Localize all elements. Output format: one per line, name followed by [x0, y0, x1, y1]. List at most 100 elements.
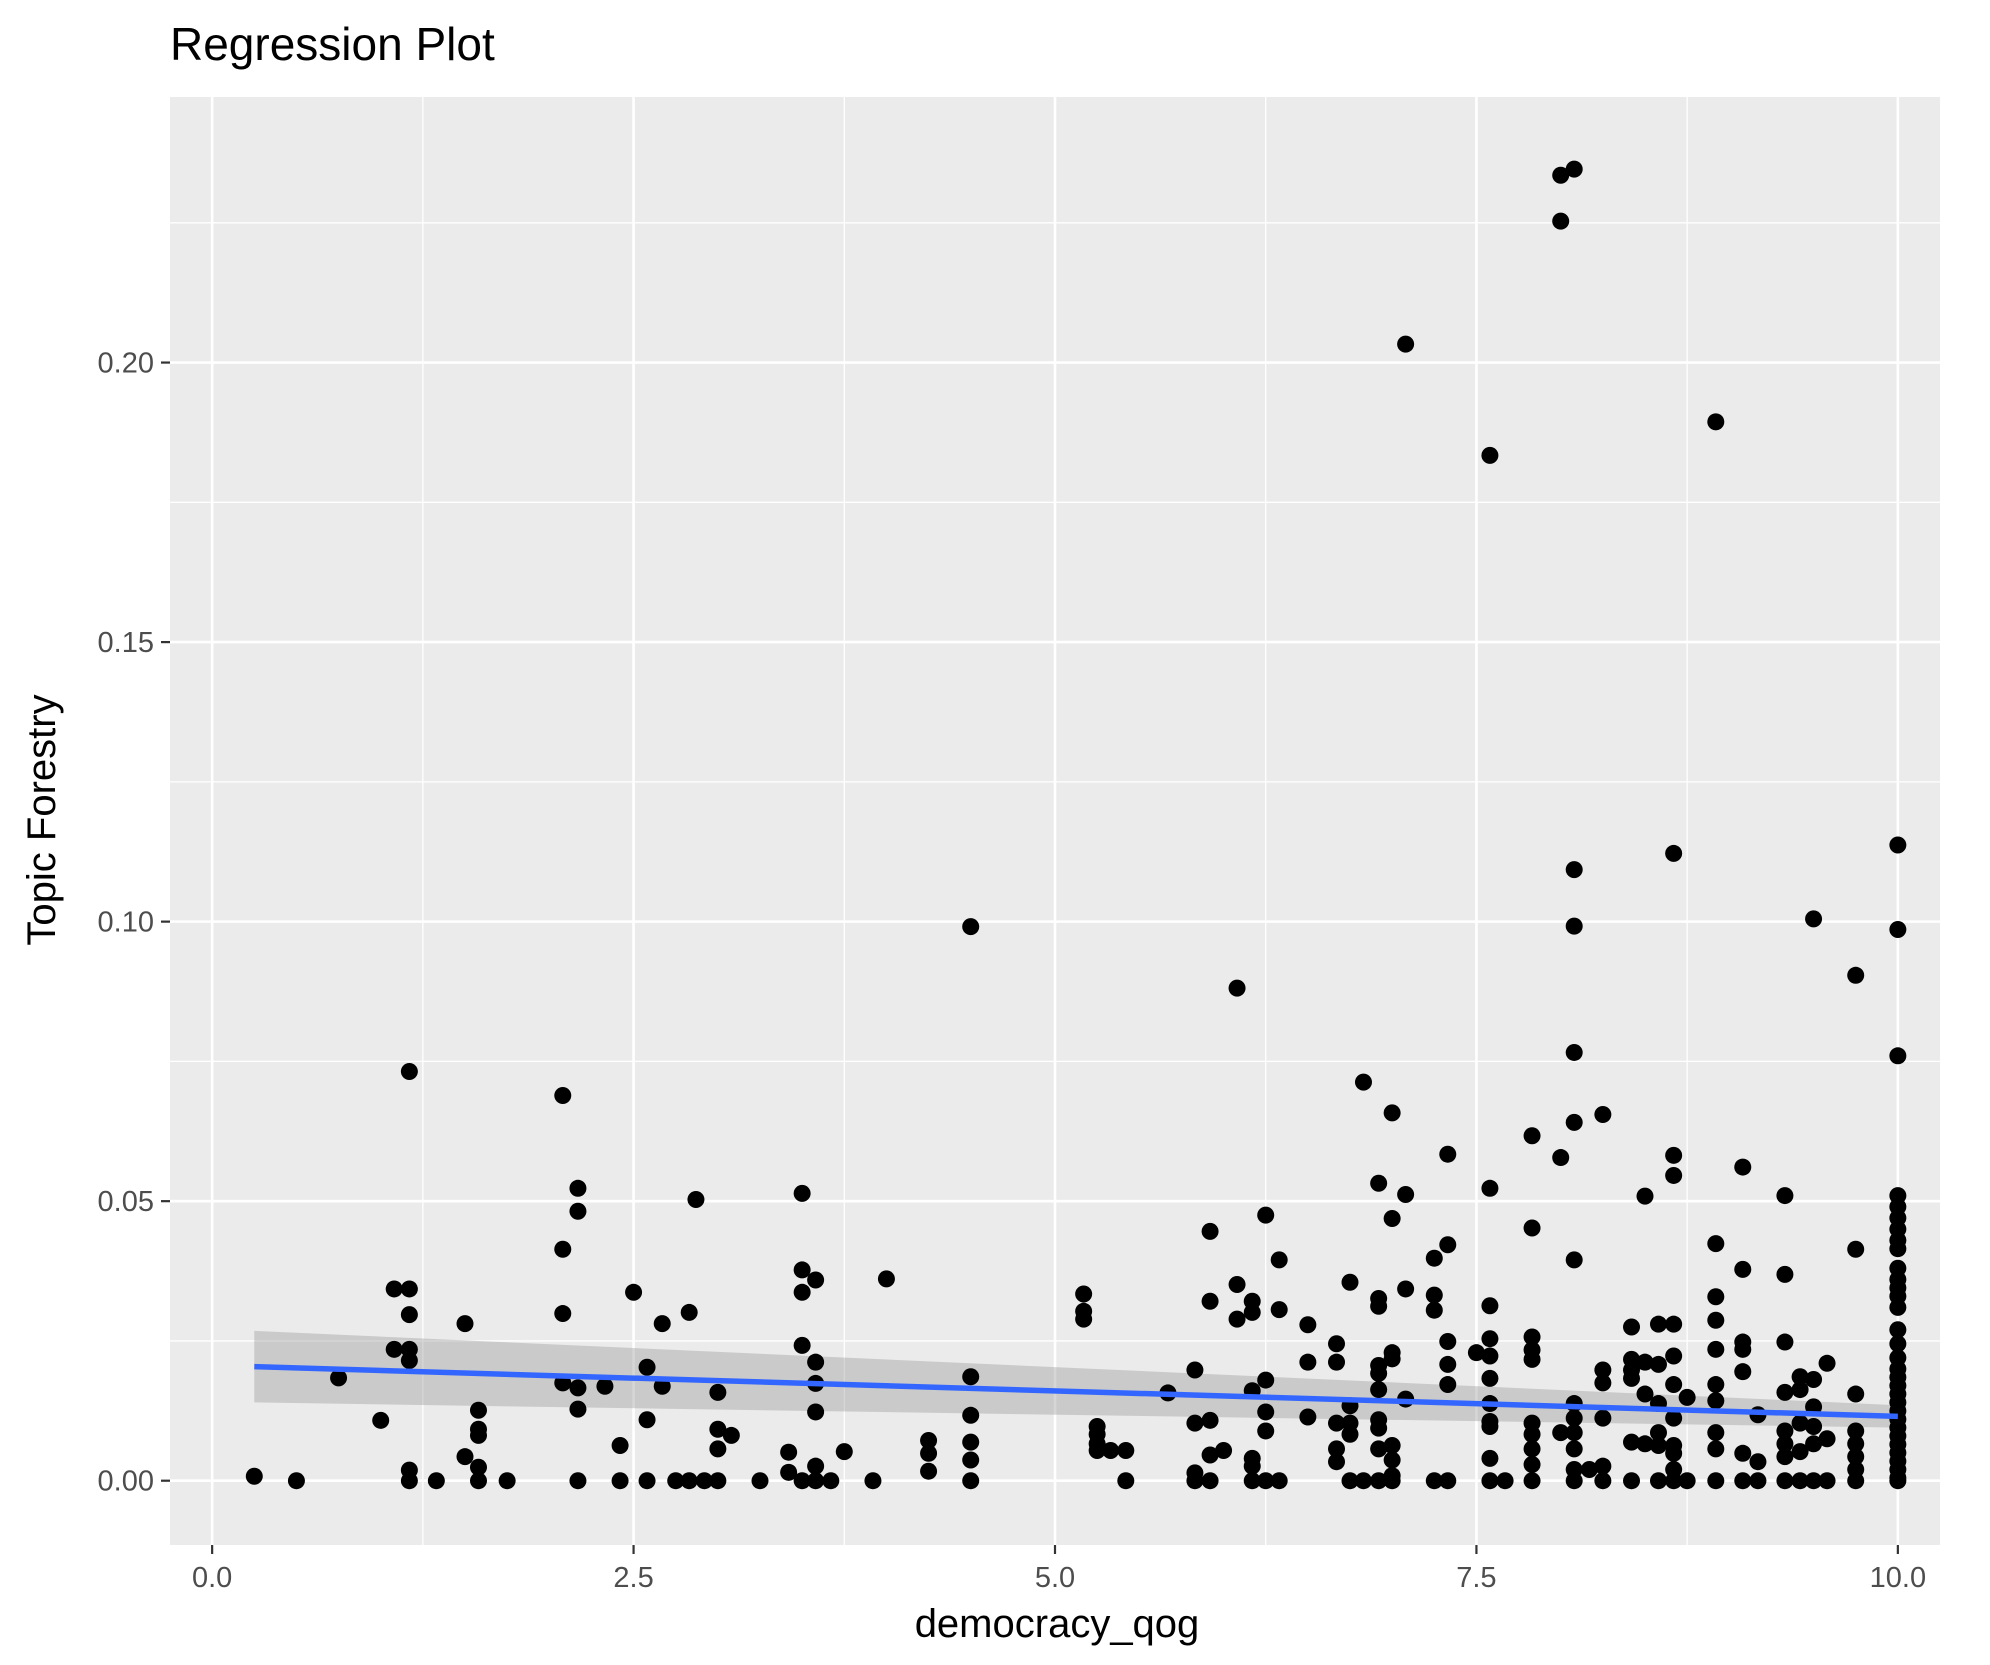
chart-title: Regression Plot [170, 18, 495, 70]
x-axis-ticks: 0.0 2.5 5.0 7.5 10.0 [192, 1545, 1926, 1594]
scatter-point [1889, 1321, 1907, 1339]
scatter-point [1665, 1146, 1683, 1164]
y-tick-label: 0.10 [98, 907, 154, 939]
scatter-point [1665, 1166, 1683, 1184]
scatter-point [1594, 1374, 1612, 1392]
scatter-point [920, 1462, 938, 1480]
scatter-point [1228, 979, 1246, 997]
scatter-point [1439, 1236, 1457, 1254]
scatter-point [1481, 1330, 1499, 1348]
scatter-point [807, 1457, 825, 1475]
scatter-point [1734, 1340, 1752, 1358]
scatter-point [1734, 1472, 1752, 1490]
scatter-point [1665, 1444, 1683, 1462]
x-tick-label: 5.0 [1035, 1562, 1075, 1594]
scatter-point [780, 1443, 798, 1461]
scatter-point [498, 1472, 516, 1490]
scatter-point [1665, 1347, 1683, 1365]
scatter-point [807, 1353, 825, 1371]
scatter-point [456, 1448, 474, 1466]
scatter-point [1665, 844, 1683, 862]
scatter-point [1088, 1442, 1106, 1460]
scatter-point [1707, 1472, 1725, 1490]
x-tick-label: 10.0 [1870, 1562, 1926, 1594]
x-tick-label: 2.5 [613, 1562, 653, 1594]
scatter-point [877, 1270, 895, 1288]
scatter-point [962, 918, 980, 936]
scatter-point [709, 1383, 727, 1401]
scatter-point [962, 1472, 980, 1490]
scatter-point [1665, 1409, 1683, 1427]
scatter-point [653, 1377, 671, 1395]
scatter-point [1481, 1369, 1499, 1387]
scatter-point [1523, 1328, 1541, 1346]
y-tick-label: 0.00 [98, 1466, 154, 1498]
scatter-point [1749, 1472, 1767, 1490]
scatter-point [469, 1401, 487, 1419]
scatter-point [1328, 1440, 1346, 1458]
scatter-point [1397, 1185, 1415, 1203]
scatter-point [1425, 1286, 1443, 1304]
scatter-point [1565, 1251, 1583, 1269]
scatter-point [1636, 1353, 1654, 1371]
scatter-point [469, 1472, 487, 1490]
scatter-point [751, 1472, 769, 1490]
scatter-point [1776, 1448, 1794, 1466]
scatter-point [807, 1472, 825, 1490]
scatter-point [1818, 1472, 1836, 1490]
scatter-point [695, 1472, 713, 1490]
scatter-point [1776, 1265, 1794, 1283]
scatter-point [1243, 1303, 1261, 1321]
scatter-point [680, 1303, 698, 1321]
scatter-point [687, 1190, 705, 1208]
scatter-point [1523, 1472, 1541, 1490]
x-tick-label: 0.0 [192, 1562, 232, 1594]
scatter-point [1299, 1316, 1317, 1334]
scatter-point [1370, 1381, 1388, 1399]
scatter-point [793, 1184, 811, 1202]
scatter-point [1186, 1472, 1204, 1490]
scatter-point [1075, 1285, 1093, 1303]
scatter-point [1565, 1440, 1583, 1458]
scatter-point [1594, 1472, 1612, 1490]
scatter-point [427, 1472, 445, 1490]
scatter-point [596, 1377, 614, 1395]
y-tick-label: 0.15 [98, 627, 154, 659]
scatter-point [1776, 1383, 1794, 1401]
scatter-point [245, 1467, 263, 1485]
scatter-point [1552, 1424, 1570, 1442]
scatter-point [1889, 1472, 1907, 1490]
scatter-point [1201, 1446, 1219, 1464]
scatter-point [1623, 1433, 1641, 1451]
scatter-point [1481, 1449, 1499, 1467]
scatter-point [1383, 1210, 1401, 1228]
scatter-point [1847, 1385, 1865, 1403]
scatter-point [1439, 1376, 1457, 1394]
scatter-point [1102, 1442, 1120, 1460]
scatter-point [554, 1305, 572, 1323]
scatter-point [1623, 1318, 1641, 1336]
scatter-point [1707, 413, 1725, 431]
scatter-point [1075, 1310, 1093, 1328]
scatter-point [1370, 1174, 1388, 1192]
scatter-point [1580, 1461, 1598, 1479]
scatter-point [1257, 1403, 1275, 1421]
scatter-point [793, 1261, 811, 1279]
scatter-point [569, 1379, 587, 1397]
scatter-point [1467, 1344, 1485, 1362]
scatter-point [1439, 1355, 1457, 1373]
scatter-point [835, 1443, 853, 1461]
scatter-point [1791, 1443, 1809, 1461]
scatter-point [1818, 1430, 1836, 1448]
scatter-point [1707, 1440, 1725, 1458]
scatter-point [611, 1436, 629, 1454]
scatter-point [1201, 1222, 1219, 1240]
scatter-point [1594, 1457, 1612, 1475]
scatter-point [1370, 1472, 1388, 1490]
scatter-point [1678, 1472, 1696, 1490]
scatter-point [1383, 1104, 1401, 1122]
scatter-point [680, 1472, 698, 1490]
scatter-point [709, 1472, 727, 1490]
data-points [245, 160, 1907, 1490]
